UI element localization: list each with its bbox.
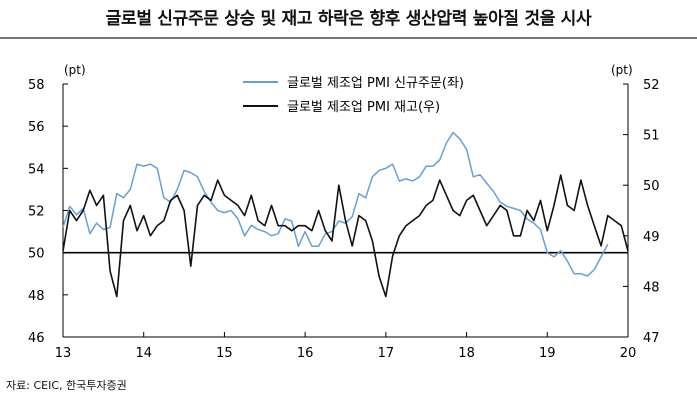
right-tick-label: 47 bbox=[643, 331, 660, 346]
left-tick-label: 58 bbox=[28, 78, 45, 93]
right-tick-label: 50 bbox=[643, 179, 660, 194]
right-axis-unit: (pt) bbox=[611, 63, 633, 77]
x-tick-label: 19 bbox=[539, 346, 556, 361]
source-note: 자료: CEIC, 한국투자증권 bbox=[6, 379, 127, 392]
legend-label: 글로벌 제조업 PMI 신규주문(좌) bbox=[287, 76, 464, 91]
right-tick-label: 51 bbox=[643, 129, 660, 144]
legend-label: 글로벌 제조업 PMI 재고(우) bbox=[287, 100, 440, 115]
left-axis-unit: (pt) bbox=[64, 63, 86, 77]
left-tick-label: 48 bbox=[28, 289, 45, 304]
x-tick-label: 15 bbox=[216, 346, 233, 361]
x-tick-label: 16 bbox=[297, 346, 314, 361]
right-tick-label: 52 bbox=[643, 78, 660, 93]
x-tick-label: 20 bbox=[620, 346, 637, 361]
right-tick-label: 49 bbox=[643, 230, 660, 245]
left-tick-label: 56 bbox=[28, 120, 45, 135]
title-divider bbox=[0, 37, 697, 39]
series-line-inventory bbox=[62, 174, 629, 298]
left-tick-label: 46 bbox=[28, 331, 45, 346]
chart-title: 글로벌 신규주문 상승 및 재고 하락은 향후 생산압력 높아질 것을 시사 bbox=[105, 9, 592, 29]
left-tick-label: 50 bbox=[28, 247, 45, 262]
x-tick-label: 17 bbox=[378, 346, 395, 361]
x-tick-label: 13 bbox=[55, 346, 72, 361]
x-tick-label: 18 bbox=[458, 346, 475, 361]
left-tick-label: 52 bbox=[28, 205, 45, 220]
dual-axis-line-chart: 46 48 50 52 54 56 58 47 48 49 50 51 52 (pt) (pt) 13 14 15… bbox=[28, 63, 660, 361]
left-tick-label: 54 bbox=[28, 162, 45, 177]
right-tick-label: 48 bbox=[643, 280, 660, 295]
x-tick-label: 14 bbox=[135, 346, 152, 361]
series-line-new-orders bbox=[62, 131, 609, 277]
